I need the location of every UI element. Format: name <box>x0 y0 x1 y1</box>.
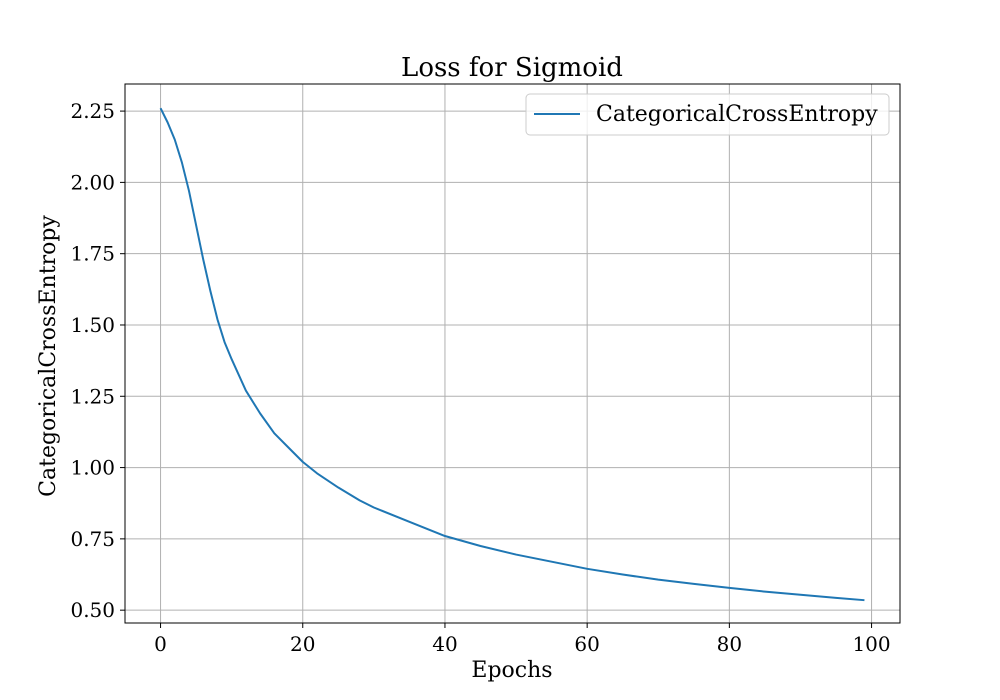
x-axis-ticks: 0 20 40 60 80 100 <box>154 623 891 656</box>
plot-area <box>125 84 900 623</box>
series-layer <box>159 107 865 602</box>
x-tick-label: 60 <box>574 632 599 656</box>
y-tick-label: 1.00 <box>70 456 115 480</box>
y-tick-label: 0.50 <box>70 598 115 622</box>
legend-label: CategoricalCrossEntropy <box>596 102 878 127</box>
x-tick-label: 100 <box>852 632 890 656</box>
x-tick-label: 40 <box>432 632 457 656</box>
y-tick-label: 2.00 <box>70 170 115 194</box>
x-tick-label: 80 <box>717 632 742 656</box>
legend: CategoricalCrossEntropy <box>525 93 890 136</box>
y-tick-label: 1.50 <box>70 313 115 337</box>
chart-title: Loss for Sigmoid <box>401 53 623 83</box>
y-axis-label: CategoricalCrossEntropy <box>36 215 61 497</box>
y-tick-label: 2.25 <box>70 99 115 123</box>
y-tick-label: 1.75 <box>70 242 115 266</box>
grid-lines <box>125 84 900 623</box>
series-line <box>159 107 865 602</box>
y-tick-label: 1.25 <box>70 384 115 408</box>
plot-frame <box>124 83 901 624</box>
y-axis-ticks: 0.50 0.75 1.00 1.25 1.50 1.75 2.00 2.25 <box>70 99 125 622</box>
y-tick-label: 0.75 <box>70 527 115 551</box>
x-tick-label: 0 <box>154 632 167 656</box>
legend-box <box>525 93 890 136</box>
x-tick-label: 20 <box>290 632 315 656</box>
x-axis-label: Epochs <box>471 658 552 683</box>
